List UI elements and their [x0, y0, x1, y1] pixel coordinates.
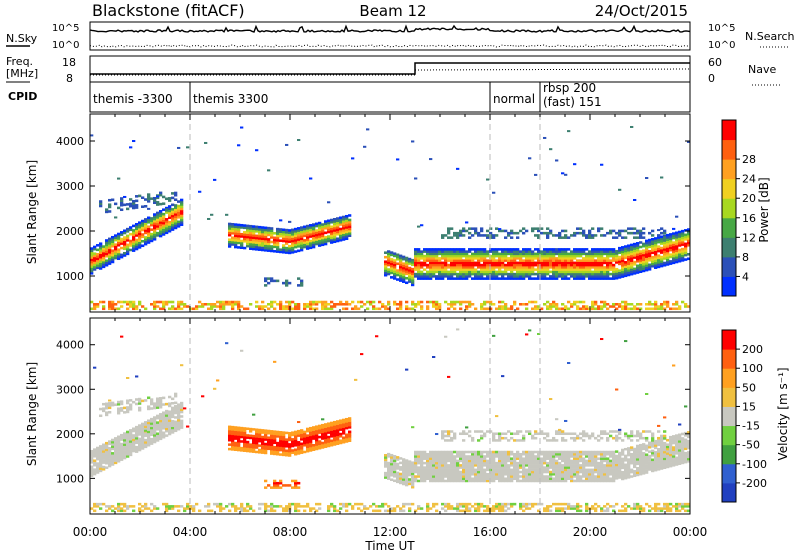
- nsky-label: N.Sky: [6, 32, 38, 45]
- colorbar-tick-label: 4: [742, 270, 749, 283]
- nsky-tick-top: 10^5: [52, 23, 79, 34]
- beam-title: Beam 12: [359, 2, 426, 20]
- colorbar-tick-label: -50: [742, 439, 760, 452]
- y-tick-label: 4000: [56, 339, 84, 352]
- freq-label-line1: Freq.: [6, 55, 33, 68]
- nave-tick-top: 60: [708, 56, 722, 69]
- nsky-tick-bottom: 10^0: [52, 40, 79, 51]
- power-colorbar: 4 8 12 16 20 24 28: [721, 119, 756, 297]
- colorbar-tick-label: 100: [742, 362, 763, 375]
- nave-tick-bottom: 0: [708, 72, 715, 85]
- y-tick-label: 1000: [56, 270, 84, 283]
- time-tick-label: 00:00: [673, 525, 708, 539]
- cpid-segment-label: themis 3300: [193, 92, 268, 106]
- cpid-segment-label: rbsp 200: [543, 81, 596, 95]
- cpid-segment-label: normal: [493, 92, 535, 106]
- colorbar-tick-label: 50: [742, 381, 756, 394]
- velocity-colorbar-label: Velocity [m s⁻¹]: [776, 367, 790, 460]
- y-tick-label: 1000: [56, 472, 84, 485]
- colorbar-tick-label: 12: [742, 231, 756, 244]
- nsearch-label: N.Search: [745, 30, 795, 43]
- velocity-colorbar: 200 100 50 15 -15 -50 -100 -200: [721, 329, 767, 503]
- velocity-ylabel: Slant Range [km]: [25, 362, 39, 466]
- y-tick-label: 3000: [56, 383, 84, 396]
- power-ylabel: Slant Range [km]: [25, 160, 39, 264]
- colorbar-tick-label: 28: [742, 153, 756, 166]
- colorbar-tick-label: 16: [742, 212, 756, 225]
- colorbar-tick-label: 8: [742, 251, 749, 264]
- station-title: Blackstone (fitACF): [92, 1, 245, 20]
- time-tick-label: 16:00: [473, 525, 508, 539]
- cpid-segment-label-2: (fast) 151: [543, 95, 602, 109]
- colorbar-tick-label: -200: [742, 477, 767, 490]
- freq-panel: [89, 55, 691, 83]
- cpid-label: CPID: [8, 90, 37, 103]
- velocity-panel: 1000 2000 3000 4000: [56, 317, 691, 515]
- y-tick-label: 2000: [56, 428, 84, 441]
- nave-trace: [90, 68, 691, 76]
- colorbar-tick-label: -100: [742, 458, 767, 471]
- nsearch-tick-bottom: 10^0: [708, 40, 735, 51]
- time-tick-label: 12:00: [373, 525, 408, 539]
- nsky-trace: [89, 24, 691, 33]
- y-tick-label: 2000: [56, 225, 84, 238]
- colorbar-tick-label: 24: [742, 173, 756, 186]
- colorbar-tick-label: 15: [742, 400, 756, 413]
- power-panel: 1000 2000 3000 4000: [56, 113, 691, 313]
- time-tick-label: 04:00: [173, 525, 208, 539]
- freq-tick-bottom: 8: [66, 72, 73, 85]
- time-tick-label: 20:00: [573, 525, 608, 539]
- y-tick-label: 4000: [56, 135, 84, 148]
- time-tick-label: 08:00: [273, 525, 308, 539]
- colorbar-tick-label: -15: [742, 420, 760, 433]
- freq-trace: [90, 62, 690, 75]
- cpid-panel: [89, 81, 691, 113]
- nsearch-tick-top: 10^5: [708, 23, 735, 34]
- nave-label: Nave: [748, 63, 776, 76]
- power-colorbar-label: Power [dB]: [757, 177, 771, 242]
- time-axis-label: Time UT: [364, 539, 415, 553]
- colorbar-tick-label: 20: [742, 192, 756, 205]
- freq-tick-top: 18: [62, 56, 76, 69]
- y-tick-label: 3000: [56, 180, 84, 193]
- colorbar-tick-label: 200: [742, 343, 763, 356]
- date-title: 24/Oct/2015: [595, 2, 688, 20]
- freq-label-line2: [MHz]: [6, 67, 38, 80]
- nsearch-trace: [89, 44, 691, 48]
- cpid-segment-label: themis -3300: [93, 92, 173, 106]
- nsky-panel: [89, 21, 691, 51]
- time-tick-label: 00:00: [73, 525, 108, 539]
